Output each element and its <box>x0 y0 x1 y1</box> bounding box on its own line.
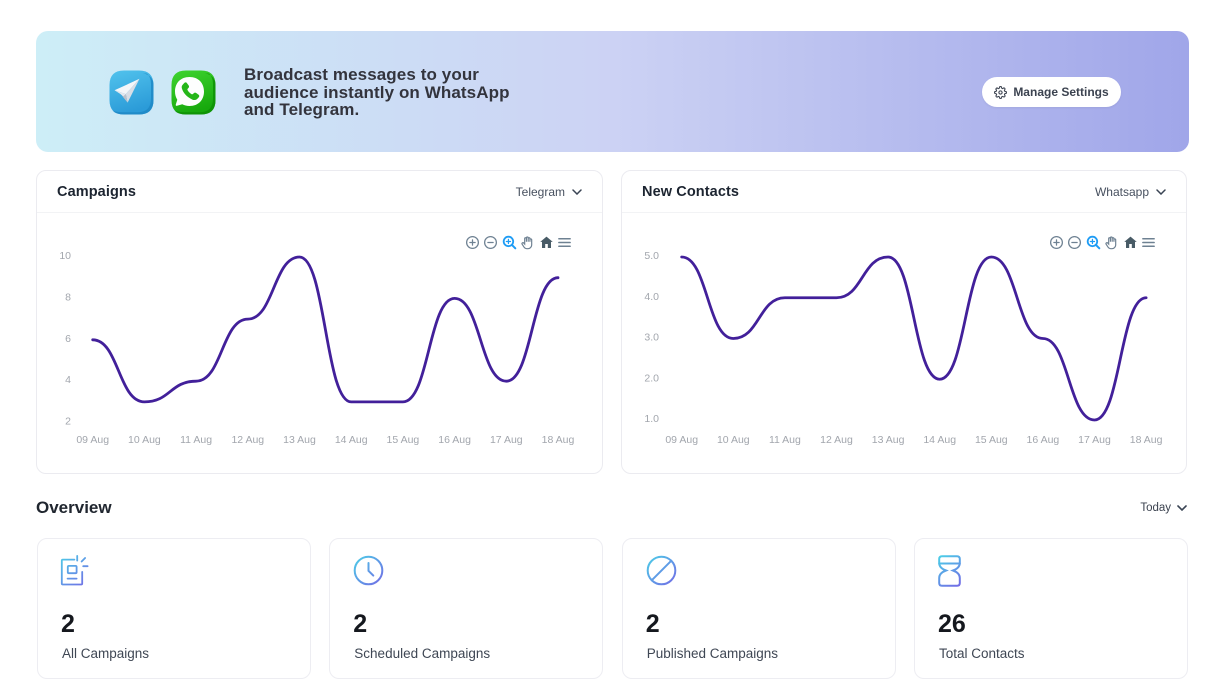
svg-text:12 Aug: 12 Aug <box>231 434 264 446</box>
svg-text:16 Aug: 16 Aug <box>438 434 471 446</box>
svg-text:2: 2 <box>65 416 71 428</box>
svg-text:4: 4 <box>65 374 71 386</box>
svg-text:10: 10 <box>59 250 71 262</box>
svg-text:6: 6 <box>65 333 71 345</box>
svg-text:14 Aug: 14 Aug <box>335 434 368 446</box>
svg-text:17 Aug: 17 Aug <box>1078 434 1111 446</box>
svg-text:5.0: 5.0 <box>644 250 659 262</box>
svg-text:14 Aug: 14 Aug <box>923 434 956 446</box>
svg-text:4.0: 4.0 <box>644 291 659 303</box>
svg-text:18 Aug: 18 Aug <box>1130 434 1163 446</box>
svg-text:10 Aug: 10 Aug <box>717 434 750 446</box>
svg-text:13 Aug: 13 Aug <box>872 434 905 446</box>
svg-text:16 Aug: 16 Aug <box>1027 434 1060 446</box>
svg-text:09 Aug: 09 Aug <box>665 434 698 446</box>
svg-text:8: 8 <box>65 291 71 303</box>
svg-text:10 Aug: 10 Aug <box>128 434 161 446</box>
svg-text:13 Aug: 13 Aug <box>283 434 316 446</box>
svg-text:18 Aug: 18 Aug <box>542 434 575 446</box>
svg-text:11 Aug: 11 Aug <box>180 434 212 446</box>
svg-text:12 Aug: 12 Aug <box>820 434 853 446</box>
svg-text:09 Aug: 09 Aug <box>76 434 109 446</box>
svg-text:2.0: 2.0 <box>644 372 659 384</box>
svg-text:17 Aug: 17 Aug <box>490 434 523 446</box>
svg-text:11 Aug: 11 Aug <box>769 434 801 446</box>
svg-text:1.0: 1.0 <box>644 413 659 425</box>
svg-text:3.0: 3.0 <box>644 332 659 344</box>
svg-text:15 Aug: 15 Aug <box>387 434 420 446</box>
svg-text:15 Aug: 15 Aug <box>975 434 1008 446</box>
